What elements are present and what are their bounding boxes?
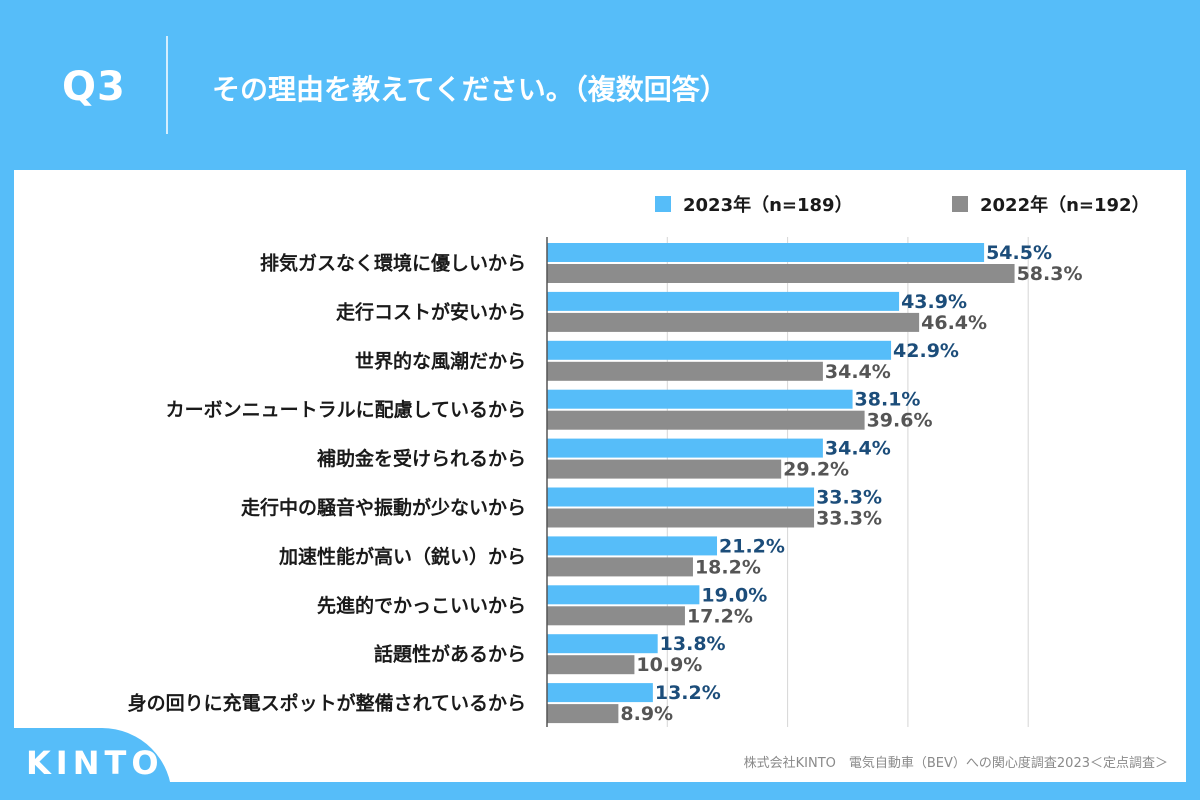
bar-2023 (547, 340, 892, 360)
data-label-2023: 33.3% (816, 487, 882, 509)
question-number: Q3 (62, 64, 126, 110)
category-label: 加速性能が高い（鋭い）から (278, 545, 526, 568)
category-label: 走行中の騒音や振動が少ないから (241, 496, 526, 519)
data-label-2023: 13.8% (660, 633, 726, 655)
category-label: 排気ガスなく環境に優しいから (260, 252, 526, 275)
data-label-2022: 58.3% (1017, 263, 1083, 285)
bar-2022 (547, 557, 693, 577)
bar-2023 (547, 536, 718, 556)
bar-2022 (547, 606, 685, 626)
data-label-2023: 43.9% (901, 291, 967, 313)
category-label: 話題性があるから (374, 643, 526, 666)
bar-2023 (547, 389, 853, 409)
data-label-2022: 18.2% (695, 556, 761, 578)
legend-label-2022: 2022年（n=192） (980, 195, 1150, 216)
bar-2022 (547, 704, 619, 724)
bar-2023 (547, 438, 823, 458)
legend-item-2022: 2022年（n=192） (952, 192, 1150, 216)
data-label-2022: 34.4% (825, 361, 891, 383)
data-label-2022: 39.6% (867, 410, 933, 432)
bar-2023 (547, 291, 900, 311)
legend-label-2023: 2023年（n=189） (683, 195, 853, 216)
data-label-2023: 38.1% (855, 389, 921, 411)
question-title: その理由を教えてください。（複数回答） (212, 73, 728, 106)
category-label: 走行コストが安いから (336, 300, 526, 323)
category-label: 世界的な風潮だから (355, 349, 526, 372)
data-label-2023: 42.9% (893, 340, 959, 362)
data-label-2023: 19.0% (701, 584, 767, 606)
bar-2023 (547, 683, 653, 703)
header: Q3 その理由を教えてください。（複数回答） (0, 0, 1200, 170)
category-label: カーボンニュートラルに配慮しているから (166, 399, 526, 421)
data-label-2022: 10.9% (636, 654, 702, 676)
data-label-2023: 21.2% (719, 535, 785, 557)
bar-2022 (547, 410, 865, 430)
source-note: 株式会社KINTO 電気自動車（BEV）への関心度調査2023＜定点調査＞ (743, 756, 1168, 771)
bar-2022 (547, 508, 815, 528)
bar-2023 (547, 243, 985, 262)
kinto-logo: KINTO (26, 744, 164, 782)
data-label-2022: 29.2% (783, 459, 849, 481)
data-label-2023: 34.4% (825, 438, 891, 460)
data-label-2023: 13.2% (655, 682, 721, 704)
data-label-2022: 8.9% (620, 703, 673, 725)
data-label-2023: 54.5% (986, 242, 1052, 264)
bar-2022 (547, 264, 1015, 283)
bar-2023 (547, 634, 658, 654)
data-label-2022: 17.2% (687, 605, 753, 627)
header-divider (166, 36, 168, 134)
bar-2022 (547, 361, 823, 381)
legend-item-2023: 2023年（n=189） (655, 192, 853, 216)
legend-swatch-2022 (952, 196, 968, 212)
bar-2022 (547, 459, 782, 479)
category-label: 身の回りに充電スポットが整備されているから (128, 692, 526, 715)
bar-2022 (547, 312, 920, 332)
data-label-2022: 33.3% (816, 508, 882, 530)
bar-2022 (547, 655, 635, 675)
category-label: 先進的でかっこいいから (317, 594, 526, 617)
bar-2023 (547, 487, 815, 507)
data-label-2022: 46.4% (921, 312, 987, 334)
legend-swatch-2023 (655, 196, 671, 212)
category-label: 補助金を受けられるから (316, 447, 526, 470)
bar-2023 (547, 585, 700, 605)
